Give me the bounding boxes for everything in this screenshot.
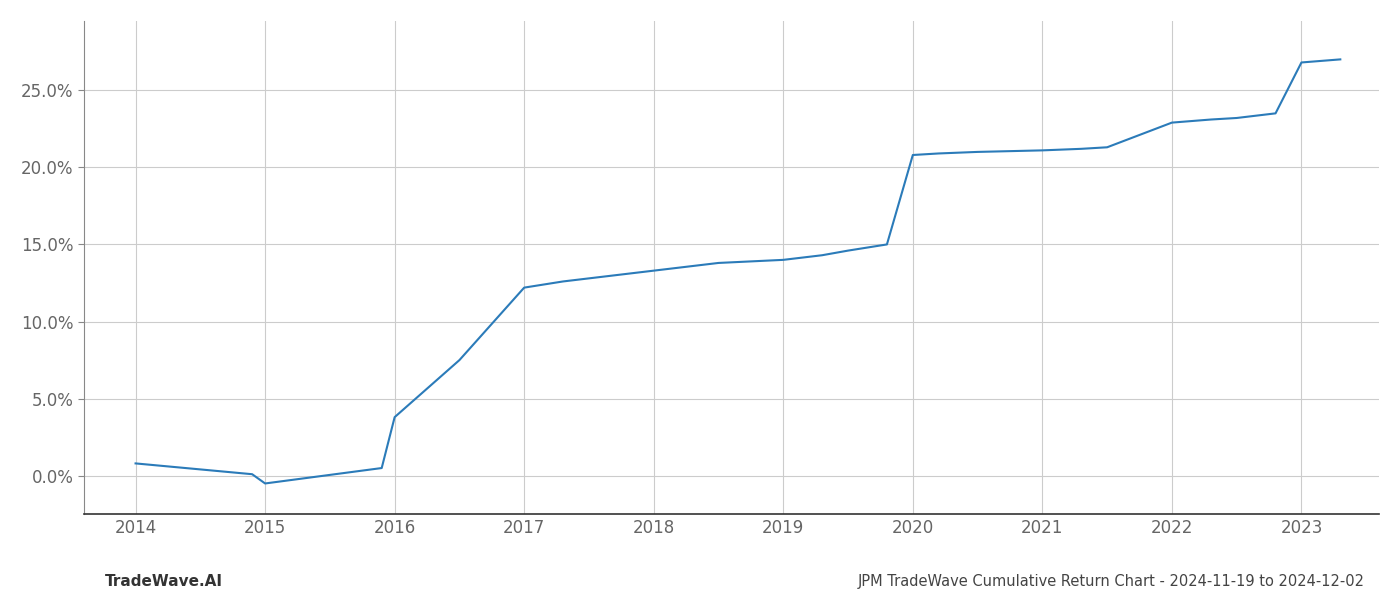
Text: TradeWave.AI: TradeWave.AI	[105, 574, 223, 589]
Text: JPM TradeWave Cumulative Return Chart - 2024-11-19 to 2024-12-02: JPM TradeWave Cumulative Return Chart - …	[858, 574, 1365, 589]
